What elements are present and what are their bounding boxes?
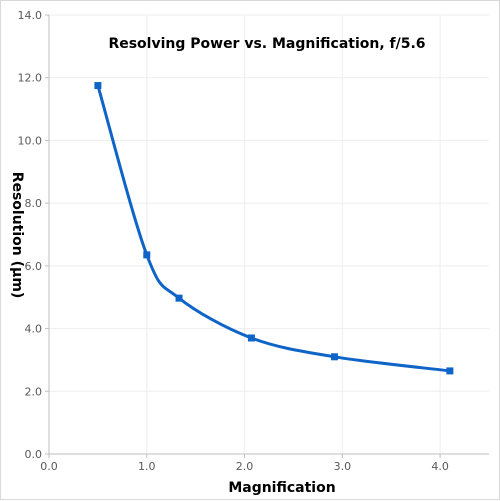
grid — [49, 14, 489, 454]
y-tick-label: 10.0 — [18, 134, 43, 147]
x-tick-label: 2.0 — [236, 460, 254, 473]
x-axis-title: Magnification — [228, 480, 335, 496]
data-point-marker — [143, 251, 151, 259]
labels: 0.0 2.0 4.0 6.0 8.0 10.0 12.0 14.0 0.0 1.0 2.0 3.0 4… — [18, 9, 449, 473]
y-axis-title: Resolution (µm) — [9, 172, 25, 299]
y-tick-label: 8.0 — [25, 197, 43, 210]
axes — [45, 14, 489, 458]
y-tick-label: 2.0 — [25, 385, 43, 398]
x-tick-label: 0.0 — [40, 460, 58, 473]
y-tick-label: 6.0 — [25, 260, 43, 273]
y-tick-label: 12.0 — [18, 72, 43, 85]
data-point-marker — [331, 353, 339, 361]
series-layer — [94, 82, 454, 375]
series-line — [96, 84, 452, 373]
chart-title: Resolving Power vs. Magnification, f/5.6 — [108, 36, 425, 52]
data-point-marker — [94, 82, 102, 90]
y-tick-label: 4.0 — [25, 323, 43, 336]
y-tick-label: 14.0 — [18, 9, 43, 22]
data-point-marker — [175, 294, 183, 302]
x-tick-label: 1.0 — [138, 460, 156, 473]
y-tick-label: 0.0 — [25, 448, 43, 461]
data-point-marker — [446, 367, 454, 375]
x-tick-label: 4.0 — [431, 460, 449, 473]
data-point-marker — [247, 334, 255, 342]
x-tick-label: 3.0 — [334, 460, 352, 473]
